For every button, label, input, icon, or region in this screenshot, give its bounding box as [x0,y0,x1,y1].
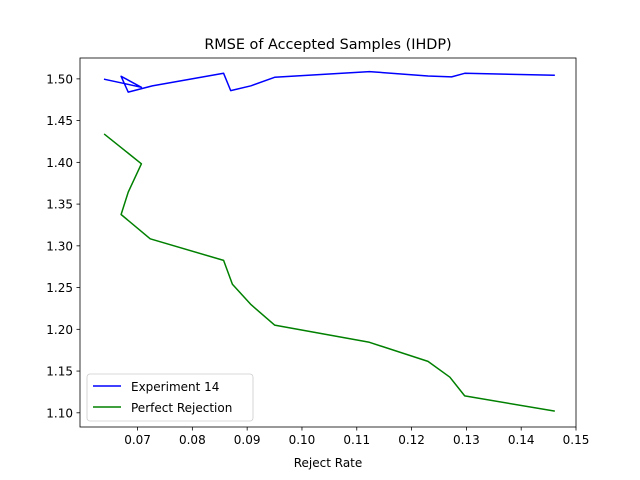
x-tick-label: 0.10 [289,433,316,447]
y-tick-label: 1.10 [46,406,73,420]
y-tick-label: 1.50 [46,72,73,86]
x-tick-label: 0.12 [398,433,425,447]
y-tick-label: 1.20 [46,323,73,337]
series-line-experiment-14 [103,70,555,93]
x-axis-ticks: 0.07 0.08 0.09 0.10 0.11 0.12 0.13 0.14 0.15 [124,427,589,447]
x-tick-label: 0.13 [453,433,480,447]
series-line-perfect-rejection [103,133,555,412]
y-tick-label: 1.25 [46,281,73,295]
plot-frame [79,57,577,428]
series-layer [103,70,555,412]
chart-title: RMSE of Accepted Samples (IHDP) [204,37,451,53]
x-tick-label: 0.09 [234,433,261,447]
y-tick-label: 1.15 [46,365,73,379]
legend: Experiment 14 Perfect Rejection [86,373,254,422]
legend-box [86,373,254,422]
x-tick-label: 0.14 [508,433,535,447]
x-tick-label: 0.11 [343,433,370,447]
legend-label-perfect-rejection: Perfect Rejection [131,401,232,415]
x-axis-label: Reject Rate [294,456,363,470]
y-axis-ticks: 1.10 1.15 1.20 1.25 1.30 1.35 1.40 1.45 1.50 [46,72,80,420]
x-tick-label: 0.15 [563,433,590,447]
x-tick-label: 0.07 [124,433,151,447]
y-tick-label: 1.45 [46,114,73,128]
y-tick-label: 1.30 [46,239,73,253]
legend-label-experiment-14: Experiment 14 [131,380,219,394]
x-tick-label: 0.08 [179,433,206,447]
y-tick-label: 1.35 [46,198,73,212]
y-tick-label: 1.40 [46,156,73,170]
